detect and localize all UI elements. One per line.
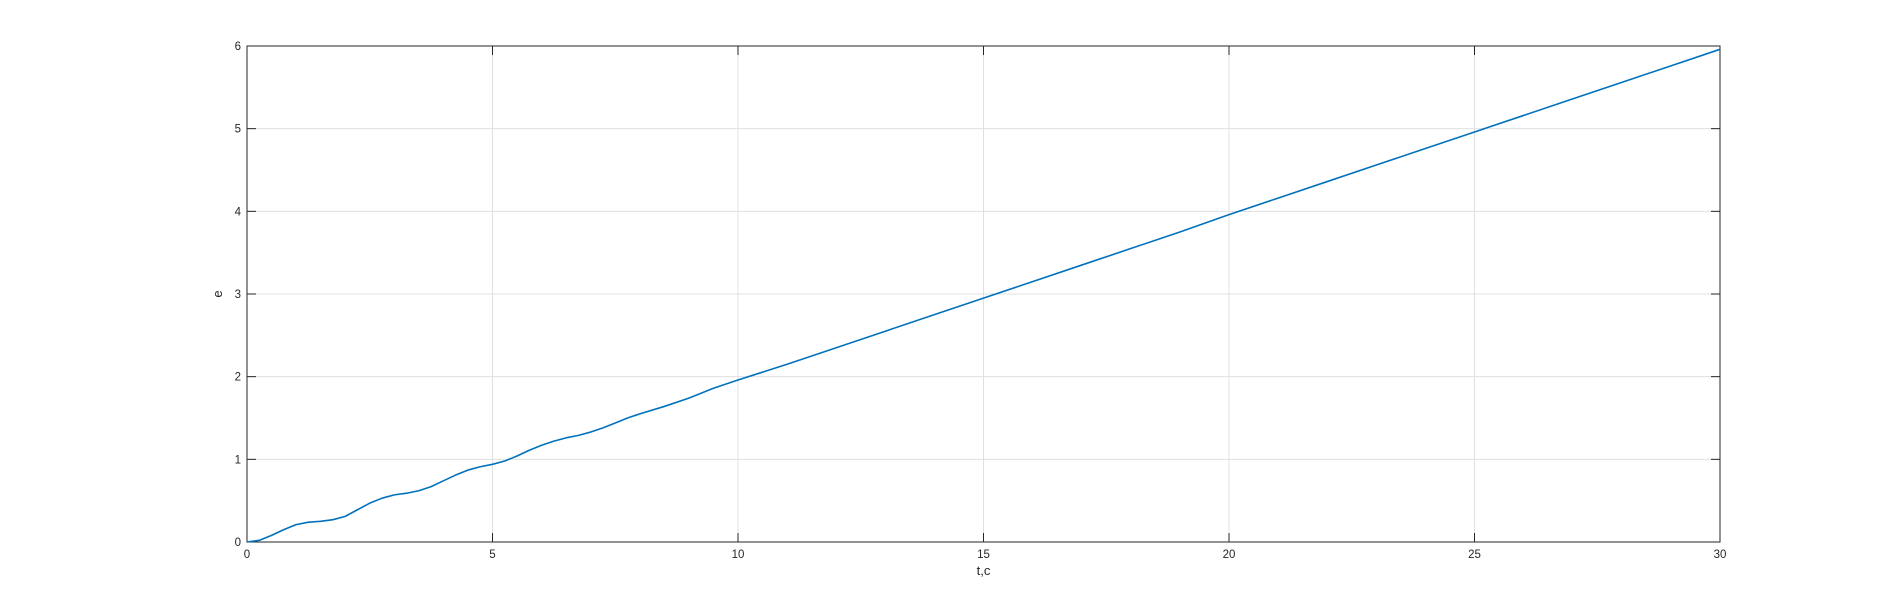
tick-marks <box>246 45 1721 543</box>
grid <box>246 45 1721 543</box>
x-tick-label: 25 <box>1468 549 1481 561</box>
y-tick-labels: 0 1 2 3 4 5 6 <box>235 41 242 549</box>
x-tick-label: 30 <box>1714 549 1727 561</box>
y-tick-label: 1 <box>235 454 241 466</box>
x-tick-label: 10 <box>732 549 745 561</box>
y-tick-label: 6 <box>235 41 241 53</box>
x-tick-label: 5 <box>489 549 495 561</box>
x-axis-label: t,c <box>977 563 991 578</box>
x-tick-label: 20 <box>1223 549 1236 561</box>
series-line <box>246 48 1721 543</box>
y-tick-label: 3 <box>235 289 241 301</box>
x-tick-labels: 0 5 10 15 20 25 30 <box>244 549 1727 561</box>
y-tick-label: 2 <box>235 372 241 384</box>
x-tick-label: 15 <box>977 549 990 561</box>
y-tick-label: 0 <box>235 537 241 549</box>
y-tick-label: 4 <box>235 206 242 218</box>
y-axis-label: e <box>210 290 225 297</box>
x-tick-label: 0 <box>244 549 250 561</box>
series-layer <box>246 48 1721 543</box>
y-tick-label: 5 <box>235 124 241 136</box>
